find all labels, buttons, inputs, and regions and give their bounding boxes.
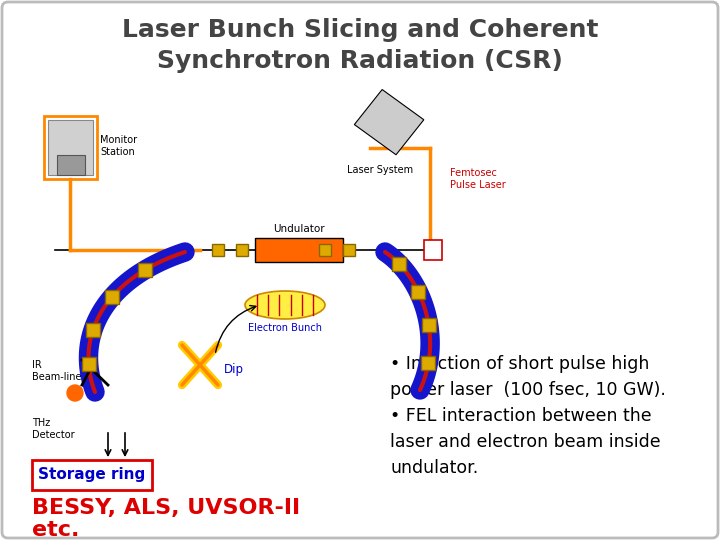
Bar [319, 244, 331, 256]
Bar [138, 262, 153, 276]
Bar [236, 244, 248, 256]
Bar [392, 256, 406, 271]
Text: undulator.: undulator. [390, 459, 478, 477]
Text: Undulator: Undulator [273, 224, 325, 234]
Text: Monitor
Station: Monitor Station [100, 135, 137, 157]
Text: laser and electron beam inside: laser and electron beam inside [390, 433, 661, 451]
Text: BESSY, ALS, UVSOR-II: BESSY, ALS, UVSOR-II [32, 498, 300, 518]
Bar [411, 285, 426, 299]
Text: Femtosec
Pulse Laser: Femtosec Pulse Laser [450, 168, 505, 190]
Bar [57, 155, 85, 175]
Text: Laser System: Laser System [347, 165, 413, 175]
Bar [212, 244, 224, 256]
Text: • Injection of short pulse high: • Injection of short pulse high [390, 355, 649, 373]
Text: Electron Bunch: Electron Bunch [248, 323, 322, 333]
Ellipse shape [245, 291, 325, 319]
Bar [424, 240, 442, 260]
Polygon shape [354, 90, 424, 155]
Bar [44, 116, 97, 179]
Text: • FEL interaction between the: • FEL interaction between the [390, 407, 652, 425]
Bar [81, 357, 96, 371]
Text: Dip: Dip [224, 363, 244, 376]
Bar [421, 356, 436, 369]
Bar [422, 319, 436, 333]
Bar [32, 460, 152, 490]
Bar [48, 120, 93, 175]
Bar [104, 291, 119, 305]
Text: THz
Detector: THz Detector [32, 418, 75, 440]
Circle shape [67, 385, 83, 401]
Text: Laser Bunch Slicing and Coherent
Synchrotron Radiation (CSR): Laser Bunch Slicing and Coherent Synchro… [122, 18, 598, 73]
Bar [255, 238, 343, 262]
Text: Storage ring: Storage ring [38, 468, 145, 483]
Text: etc.: etc. [32, 520, 79, 540]
Text: power laser  (100 fsec, 10 GW).: power laser (100 fsec, 10 GW). [390, 381, 666, 399]
Bar [86, 322, 100, 336]
Bar [343, 244, 355, 256]
Text: IR
Beam-line: IR Beam-line [32, 360, 81, 382]
